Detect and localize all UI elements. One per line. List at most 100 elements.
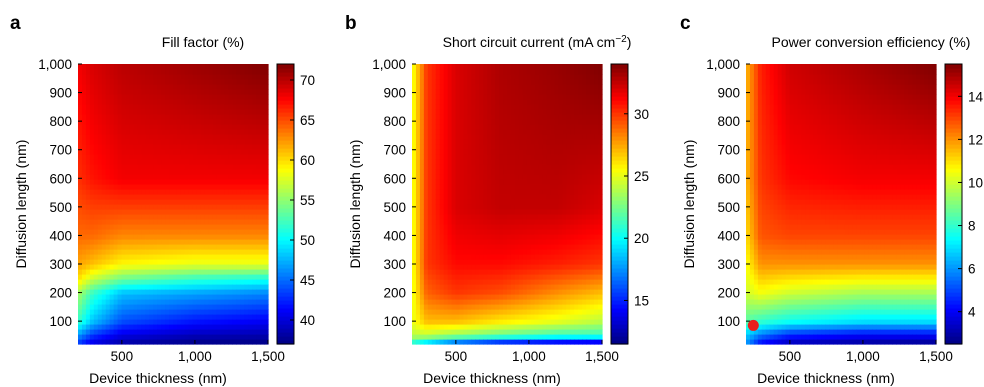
heatmap-cell (471, 294, 476, 300)
heatmap-cell (157, 319, 162, 325)
heatmap-cell (109, 239, 115, 245)
heatmap-cell (248, 334, 253, 340)
heatmap-cell (220, 249, 226, 255)
heatmap-cell (216, 99, 222, 105)
heatmap-cell (435, 274, 441, 280)
heatmap-cell (562, 304, 567, 310)
heatmap-cell (499, 274, 504, 280)
heatmap-cell (431, 159, 437, 165)
heatmap-cell (105, 169, 111, 175)
heatmap-cell (455, 74, 461, 80)
heatmap-cell (89, 94, 95, 100)
heatmap-cell (113, 309, 119, 315)
heatmap-cell (81, 209, 87, 215)
heatmap-cell (248, 154, 253, 160)
heatmap-cell (471, 109, 476, 115)
heatmap-cell (244, 194, 249, 200)
heatmap-cell (451, 289, 457, 295)
heatmap-cell (121, 299, 127, 305)
heatmap-cell (145, 74, 150, 80)
heatmap-cell (507, 229, 512, 235)
heatmap-cell (125, 154, 131, 160)
heatmap-cell (483, 329, 488, 335)
heatmap-cell (192, 309, 198, 315)
heatmap-cell (121, 334, 127, 340)
heatmap-cell (216, 119, 222, 125)
heatmap-cell (562, 164, 567, 170)
heatmap-cell (491, 134, 496, 140)
heatmap-cell (431, 129, 437, 135)
heatmap-cell (141, 334, 146, 340)
heatmap-cell (467, 149, 472, 155)
heatmap-cell (503, 339, 508, 345)
heatmap-cell (503, 169, 508, 175)
heatmap-cell (149, 169, 154, 175)
heatmap-cell (546, 99, 552, 105)
heatmap-cell (78, 84, 83, 90)
colorbar-segment (277, 184, 294, 189)
heatmap-cell (455, 204, 461, 210)
heatmap-cell (228, 239, 233, 245)
heatmap-cell (423, 124, 429, 130)
heatmap-cell (192, 319, 198, 325)
heatmap-cell (129, 279, 135, 285)
heatmap-cell (415, 319, 421, 325)
heatmap-cell (510, 294, 516, 300)
heatmap-cell (419, 209, 425, 215)
heatmap-cell (89, 259, 95, 265)
heatmap-cell (479, 154, 484, 160)
heatmap-cell (546, 319, 552, 325)
heatmap-cell (129, 319, 135, 325)
heatmap-cell (224, 144, 230, 150)
heatmap-cell (133, 119, 138, 125)
heatmap-cell (248, 229, 253, 235)
heatmap-cell (236, 214, 241, 220)
heatmap-cell (256, 314, 261, 320)
heatmap-cell (220, 124, 226, 130)
heatmap-cell (455, 309, 461, 315)
heatmap-cell (526, 64, 532, 70)
heatmap-cell (117, 284, 123, 290)
heatmap-cell (200, 104, 206, 110)
heatmap-cell (169, 294, 174, 300)
heatmap-cell (423, 339, 429, 345)
heatmap-cell (252, 169, 257, 175)
heatmap-cell (412, 64, 417, 70)
heatmap-cell (244, 234, 249, 240)
heatmap-cell (503, 274, 508, 280)
heatmap-cell (447, 119, 453, 125)
heatmap-cell (105, 259, 111, 265)
heatmap-cell (542, 64, 548, 70)
heatmap-cell (503, 164, 508, 170)
heatmap-cell (483, 259, 488, 265)
heatmap-cell (471, 269, 476, 275)
heatmap-cell (176, 239, 182, 245)
colorbar-segment (277, 248, 294, 253)
heatmap-cell (514, 309, 520, 315)
heatmap-cell (562, 144, 567, 150)
heatmap-cell (412, 289, 417, 295)
heatmap-cell (196, 304, 202, 310)
heatmap-cell (423, 209, 429, 215)
heatmap-cell (431, 189, 437, 195)
heatmap-cell (491, 324, 496, 330)
heatmap-cell (554, 134, 560, 140)
heatmap-cell (228, 309, 233, 315)
heatmap-cell (264, 174, 269, 180)
heatmap-cell (252, 319, 257, 325)
heatmap-cell (244, 124, 249, 130)
heatmap-cell (463, 144, 469, 150)
heatmap-cell (514, 274, 520, 280)
heatmap-cell (93, 299, 99, 305)
heatmap-cell (459, 154, 465, 160)
heatmap-cell (232, 119, 237, 125)
heatmap-cell (236, 159, 241, 165)
heatmap-cell (101, 239, 107, 245)
heatmap-cell (435, 189, 441, 195)
heatmap-cell (260, 319, 265, 325)
heatmap-cell (546, 329, 552, 335)
heatmap-cell (522, 74, 528, 80)
heatmap-cell (522, 259, 528, 265)
heatmap-cell (93, 199, 99, 205)
heatmap-cell (510, 174, 516, 180)
